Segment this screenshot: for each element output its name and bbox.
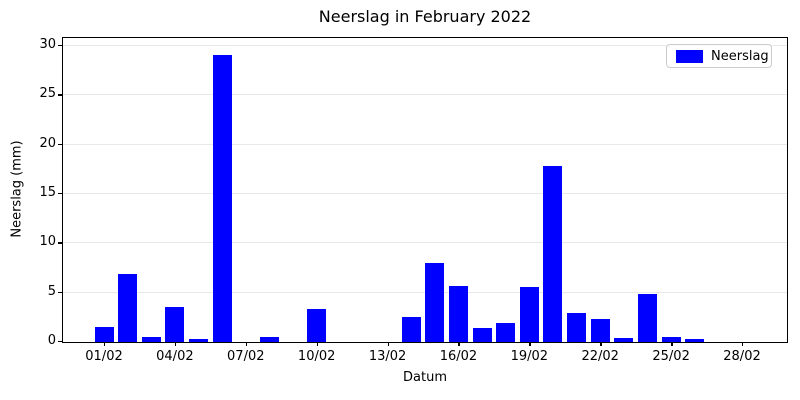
bar-20/02	[543, 166, 563, 342]
x-tick-mark-10/02	[316, 342, 319, 346]
bar-25/02	[661, 337, 681, 342]
gridline-y-25	[63, 94, 787, 96]
x-tick-label-19/02: 19/02	[510, 349, 549, 364]
x-tick-mark-25/02	[671, 342, 673, 346]
y-tick-label-20: 20	[39, 135, 56, 151]
bar-06/02	[212, 54, 232, 342]
x-tick-label-07/02: 07/02	[227, 349, 265, 364]
x-tick-label-13/02: 13/02	[368, 349, 407, 364]
bar-18/02	[496, 323, 516, 342]
bar-23/02	[614, 338, 634, 342]
chart-title: Neerslag in February 2022	[318, 7, 532, 26]
legend: Neerslag	[666, 44, 772, 68]
gridline-y-15	[63, 192, 787, 194]
y-tick-mark-20	[58, 143, 62, 145]
x-tick-mark-01/02	[104, 342, 106, 346]
y-tick-mark-10	[58, 242, 62, 244]
bar-04/02	[165, 307, 185, 342]
x-tick-mark-28/02	[742, 342, 744, 346]
y-tick-mark-15	[58, 192, 62, 195]
gridline-y-5	[63, 291, 787, 293]
x-tick-mark-04/02	[174, 342, 177, 346]
plot-area	[62, 37, 788, 343]
y-tick-label-15: 15	[39, 184, 56, 200]
bar-01/02	[94, 327, 114, 342]
bar-21/02	[567, 313, 587, 342]
bar-26/02	[685, 339, 705, 342]
y-tick-label-5: 5	[47, 283, 56, 299]
y-tick-label-25: 25	[39, 86, 56, 102]
y-tick-mark-25	[58, 94, 62, 96]
x-tick-mark-22/02	[600, 342, 602, 346]
gridline-y-10	[63, 242, 787, 244]
y-tick-mark-5	[58, 291, 62, 294]
x-tick-mark-07/02	[245, 342, 248, 346]
y-tick-label-0: 0	[47, 333, 56, 348]
y-tick-mark-30	[58, 44, 62, 47]
x-tick-label-28/02: 28/02	[723, 349, 761, 364]
y-tick-label-30: 30	[39, 36, 56, 52]
x-tick-label-22/02: 22/02	[581, 349, 619, 364]
bar-22/02	[590, 319, 610, 342]
bar-10/02	[307, 309, 327, 342]
bar-05/02	[189, 339, 209, 342]
y-tick-mark-0	[58, 341, 62, 343]
bar-24/02	[637, 293, 657, 342]
legend-series-label: Neerslag	[711, 48, 769, 64]
x-tick-label-04/02: 04/02	[156, 349, 194, 364]
bar-16/02	[448, 285, 468, 342]
x-tick-label-25/02: 25/02	[652, 349, 690, 364]
x-tick-mark-13/02	[387, 342, 389, 346]
x-tick-mark-19/02	[529, 342, 531, 346]
x-tick-label-10/02: 10/02	[297, 349, 336, 364]
y-tick-label-10: 10	[39, 234, 56, 250]
x-tick-label-16/02: 16/02	[439, 349, 478, 364]
x-axis-label: Datum	[403, 370, 447, 385]
bar-03/02	[141, 337, 161, 342]
gridline-y-20	[63, 143, 787, 145]
bar-02/02	[118, 273, 138, 342]
bar-15/02	[425, 263, 445, 342]
bar-08/02	[259, 337, 279, 342]
bar-19/02	[519, 286, 539, 342]
bar-17/02	[472, 328, 492, 342]
x-tick-mark-16/02	[458, 342, 460, 346]
bar-14/02	[401, 317, 421, 342]
x-tick-label-01/02: 01/02	[85, 349, 123, 364]
legend-color-swatch	[676, 49, 703, 63]
gridline-y-30	[63, 44, 787, 46]
